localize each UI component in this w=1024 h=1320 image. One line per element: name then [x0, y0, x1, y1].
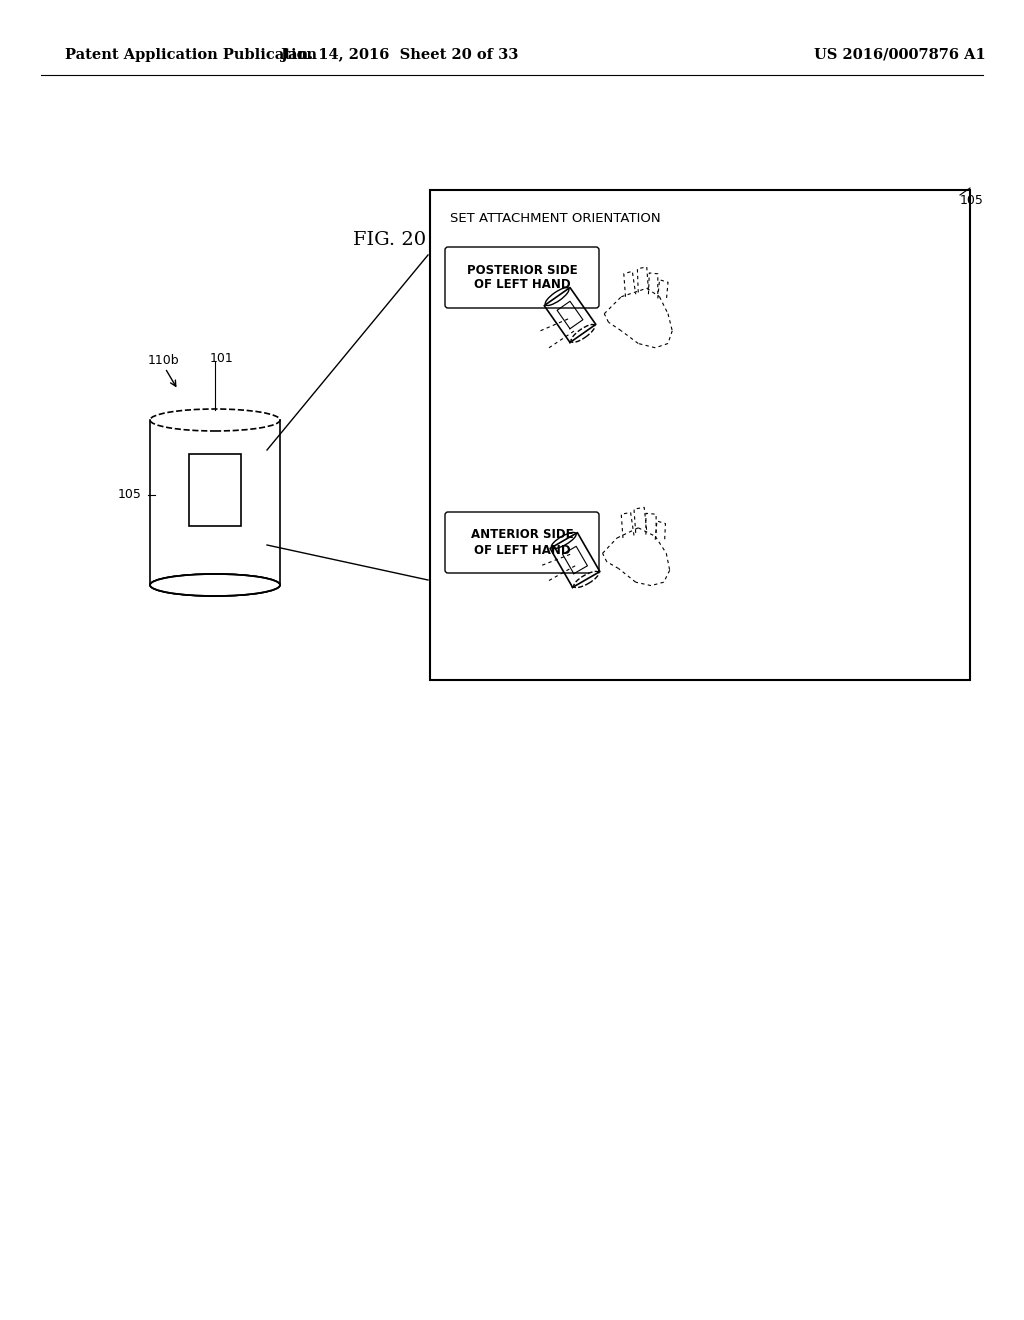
Text: ANTERIOR SIDE
OF LEFT HAND: ANTERIOR SIDE OF LEFT HAND — [471, 528, 573, 557]
Text: POSTERIOR SIDE
OF LEFT HAND: POSTERIOR SIDE OF LEFT HAND — [467, 264, 578, 292]
Bar — [430, 190, 970, 680]
Text: Jan. 14, 2016  Sheet 20 of 33: Jan. 14, 2016 Sheet 20 of 33 — [282, 48, 519, 62]
Ellipse shape — [571, 325, 595, 342]
Text: 105: 105 — [118, 488, 142, 502]
Ellipse shape — [551, 532, 577, 549]
Ellipse shape — [545, 288, 569, 305]
Text: Patent Application Publication: Patent Application Publication — [65, 48, 317, 62]
Text: 110b: 110b — [148, 354, 179, 367]
FancyBboxPatch shape — [445, 512, 599, 573]
Ellipse shape — [573, 572, 599, 587]
Text: 101: 101 — [210, 351, 233, 364]
Bar — [189, 454, 241, 525]
Text: SET ATTACHMENT ORIENTATION: SET ATTACHMENT ORIENTATION — [450, 211, 660, 224]
Text: FIG. 20: FIG. 20 — [353, 231, 427, 249]
Ellipse shape — [150, 574, 280, 597]
FancyBboxPatch shape — [445, 247, 599, 308]
Ellipse shape — [165, 576, 265, 590]
Text: US 2016/0007876 A1: US 2016/0007876 A1 — [814, 48, 986, 62]
Text: 105: 105 — [961, 194, 984, 206]
